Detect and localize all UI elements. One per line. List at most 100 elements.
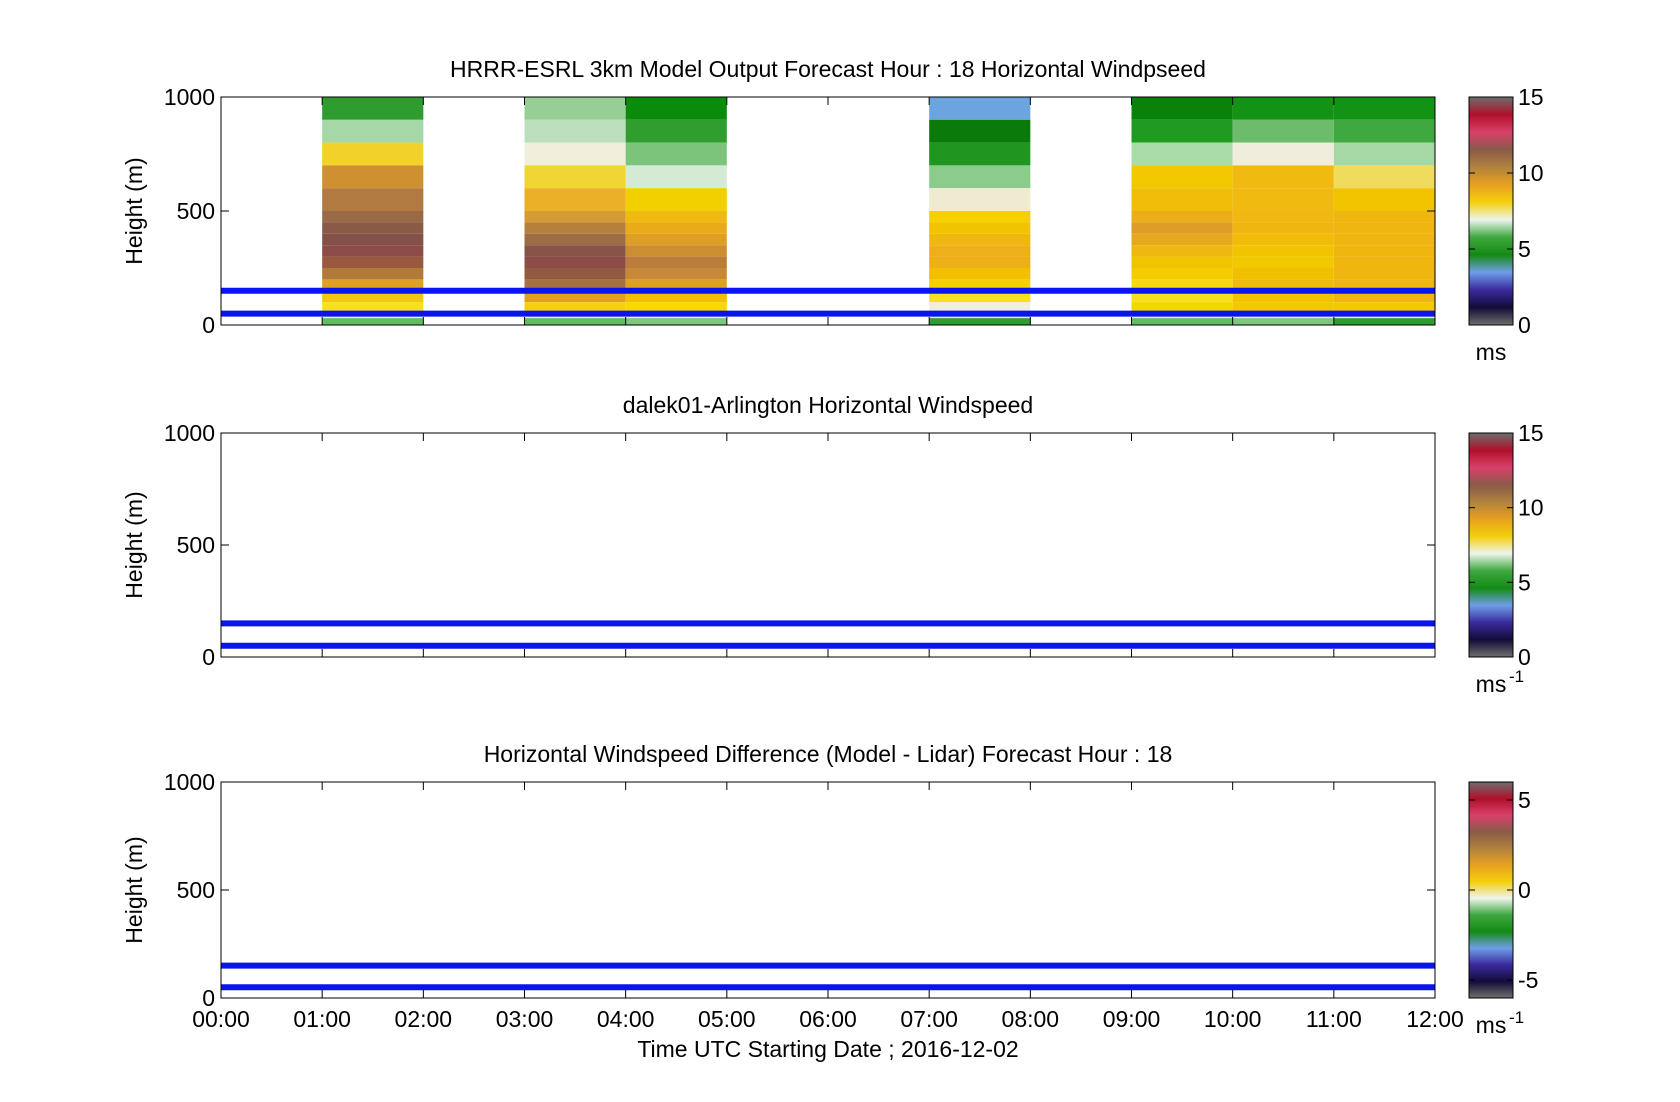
- heatmap-cell: [929, 290, 1031, 303]
- heatmap-cell: [322, 142, 424, 166]
- colorbar-tick-label: 15: [1518, 420, 1544, 446]
- heatmap-cell: [524, 256, 626, 268]
- heatmap-cell: [625, 97, 727, 120]
- heatmap-cell: [1131, 245, 1233, 257]
- heatmap-cell: [322, 119, 424, 143]
- heatmap-cell: [625, 268, 727, 280]
- heatmap-cell: [1232, 268, 1334, 280]
- x-tick-label: 12:00: [1406, 1006, 1464, 1032]
- colorbar-tick-label: 5: [1518, 787, 1531, 813]
- y-tick-label: 1000: [164, 769, 215, 795]
- heatmap-cell: [1131, 290, 1233, 303]
- colorbar-tick-label: 15: [1518, 84, 1544, 110]
- heatmap-cell: [524, 245, 626, 257]
- heatmap-cell: [1333, 279, 1435, 291]
- colorbar-unit-label: ms: [1476, 339, 1507, 365]
- y-tick-label: 0: [202, 644, 215, 670]
- heatmap-cell: [625, 119, 727, 143]
- heatmap-cell: [625, 188, 727, 211]
- heatmap-cell: [1333, 268, 1435, 280]
- heatmap-cell: [1131, 188, 1233, 211]
- heatmap-cell: [322, 256, 424, 268]
- heatmap-cell: [1131, 211, 1233, 223]
- x-tick-label: 03:00: [496, 1006, 554, 1032]
- y-tick-label: 500: [177, 877, 215, 903]
- y-axis-label: Height (m): [121, 157, 147, 264]
- colorbar-tick-label: 5: [1518, 569, 1531, 595]
- heatmap-cell: [929, 318, 1031, 325]
- colorbar-tick-label: 0: [1518, 644, 1531, 670]
- heatmap-cell: [1333, 302, 1435, 314]
- x-tick-label: 01:00: [293, 1006, 351, 1032]
- heatmap-cell: [322, 211, 424, 223]
- x-tick-label: 09:00: [1103, 1006, 1161, 1032]
- heatmap-cell: [1131, 279, 1233, 291]
- colorbar-tick-label: 10: [1518, 160, 1544, 186]
- x-tick-label: 08:00: [1002, 1006, 1060, 1032]
- x-axis-label: Time UTC Starting Date ; 2016-12-02: [637, 1036, 1018, 1062]
- x-tick-label: 05:00: [698, 1006, 756, 1032]
- heatmap-cell: [322, 279, 424, 291]
- heatmap-cell: [1131, 318, 1233, 325]
- heatmap-cell: [322, 222, 424, 234]
- colorbar-unit-label: ms: [1476, 1012, 1507, 1038]
- y-tick-label: 0: [202, 312, 215, 338]
- y-tick-label: 500: [177, 198, 215, 224]
- heatmap-cell: [322, 318, 424, 325]
- x-tick-label: 06:00: [799, 1006, 857, 1032]
- heatmap-cell: [625, 142, 727, 166]
- heatmap-cell: [1232, 245, 1334, 257]
- colorbar-unit-superscript: -1: [1509, 1008, 1524, 1027]
- heatmap-cell: [1333, 245, 1435, 257]
- heatmap-cell: [1232, 142, 1334, 166]
- heatmap-cell: [322, 233, 424, 246]
- chart-panel: 0 500 1000 dalek01-Arlington Horizontal Win…: [121, 392, 1544, 697]
- heatmap-cell: [625, 233, 727, 246]
- heatmap-cell: [524, 165, 626, 189]
- heatmap-cell: [1333, 188, 1435, 211]
- heatmap-cell: [929, 211, 1031, 223]
- heatmap-cell: [929, 97, 1031, 120]
- heatmap-cell: [625, 222, 727, 234]
- chart-panel: 0 500 1000 Horizontal Windspeed Difference …: [121, 741, 1538, 1062]
- heatmap-cell: [524, 290, 626, 303]
- heatmap-cell: [1131, 165, 1233, 189]
- heatmap-cell: [524, 302, 626, 314]
- heatmap-cell: [929, 222, 1031, 234]
- colorbar-unit-label: ms: [1476, 671, 1507, 697]
- heatmap-cell: [1232, 302, 1334, 314]
- chart-title: Horizontal Windspeed Difference (Model -…: [484, 741, 1173, 767]
- colorbar-unit-superscript: -1: [1509, 667, 1524, 686]
- x-tick-label: 07:00: [900, 1006, 958, 1032]
- colorbar-tick-label: 5: [1518, 236, 1531, 262]
- heatmap-cell: [929, 142, 1031, 166]
- y-axis-label: Height (m): [121, 836, 147, 943]
- heatmap-cell: [322, 165, 424, 189]
- heatmap-cell: [524, 233, 626, 246]
- heatmap-cell: [1131, 256, 1233, 268]
- y-tick-label: 500: [177, 532, 215, 558]
- heatmap-cell: [1232, 222, 1334, 234]
- heatmap-cell: [1333, 97, 1435, 120]
- y-tick-label: 1000: [164, 84, 215, 110]
- heatmap-cell: [1232, 256, 1334, 268]
- colorbar-tick-label: 0: [1518, 877, 1531, 903]
- heatmap-cell: [1333, 211, 1435, 223]
- colorbar: [1468, 96, 1514, 326]
- heatmap-cell: [929, 188, 1031, 211]
- heatmap-cell: [625, 245, 727, 257]
- heatmap-cell: [524, 222, 626, 234]
- heatmap-cell: [1232, 165, 1334, 189]
- x-tick-label: 00:00: [192, 1006, 250, 1032]
- chart-panel: 0 500 1000 HRRR-ESRL 3km Model Output Forec…: [121, 56, 1544, 365]
- colorbar-tick-label: -5: [1518, 967, 1538, 993]
- colorbar-tick-label: 10: [1518, 495, 1544, 521]
- heatmap-cell: [1333, 119, 1435, 143]
- heatmap-cell: [625, 302, 727, 314]
- heatmap-cell: [929, 245, 1031, 257]
- heatmap-cell: [625, 279, 727, 291]
- heatmap-cell: [1333, 165, 1435, 189]
- chart-title: dalek01-Arlington Horizontal Windspeed: [623, 392, 1033, 418]
- heatmap-cell: [1131, 233, 1233, 246]
